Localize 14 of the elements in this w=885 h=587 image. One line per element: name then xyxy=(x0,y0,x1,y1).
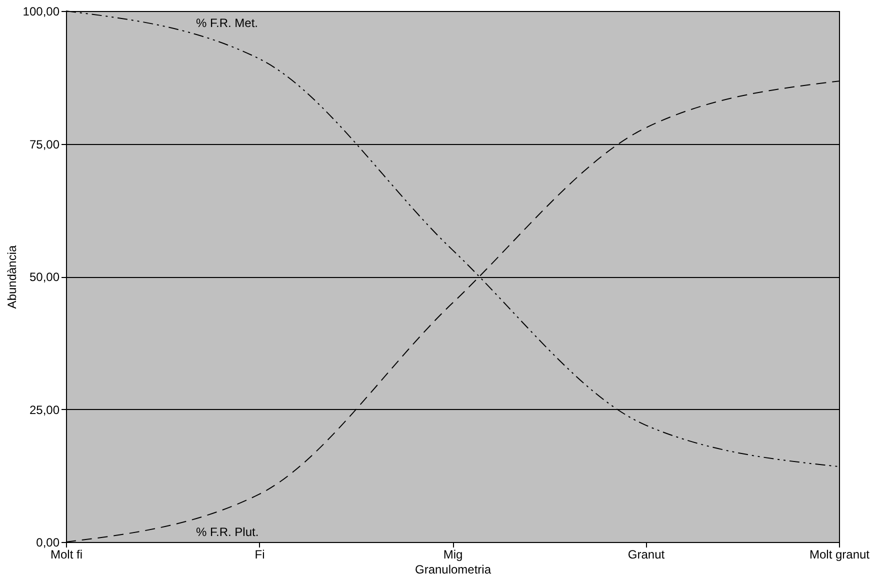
y-tick-label: 50,00 xyxy=(29,270,60,284)
x-tick-label: Molt fi xyxy=(50,548,83,562)
x-tick-label: Mig xyxy=(443,548,463,562)
y-tick-label: 100,00 xyxy=(22,4,60,18)
y-tick-label: 0,00 xyxy=(36,536,60,550)
x-tick-label: Molt granut xyxy=(809,548,870,562)
series-label: % F.R. Plut. xyxy=(196,525,259,539)
x-tick-label: Fi xyxy=(254,548,265,562)
y-axis-title: Abundància xyxy=(4,244,19,309)
x-axis-title: Granulometria xyxy=(414,562,492,576)
series-label: % F.R. Met. xyxy=(196,16,258,30)
y-tick-label: 75,00 xyxy=(29,137,60,152)
x-tick-label: Granut xyxy=(628,548,666,562)
y-tick-label: 25,00 xyxy=(29,402,60,417)
